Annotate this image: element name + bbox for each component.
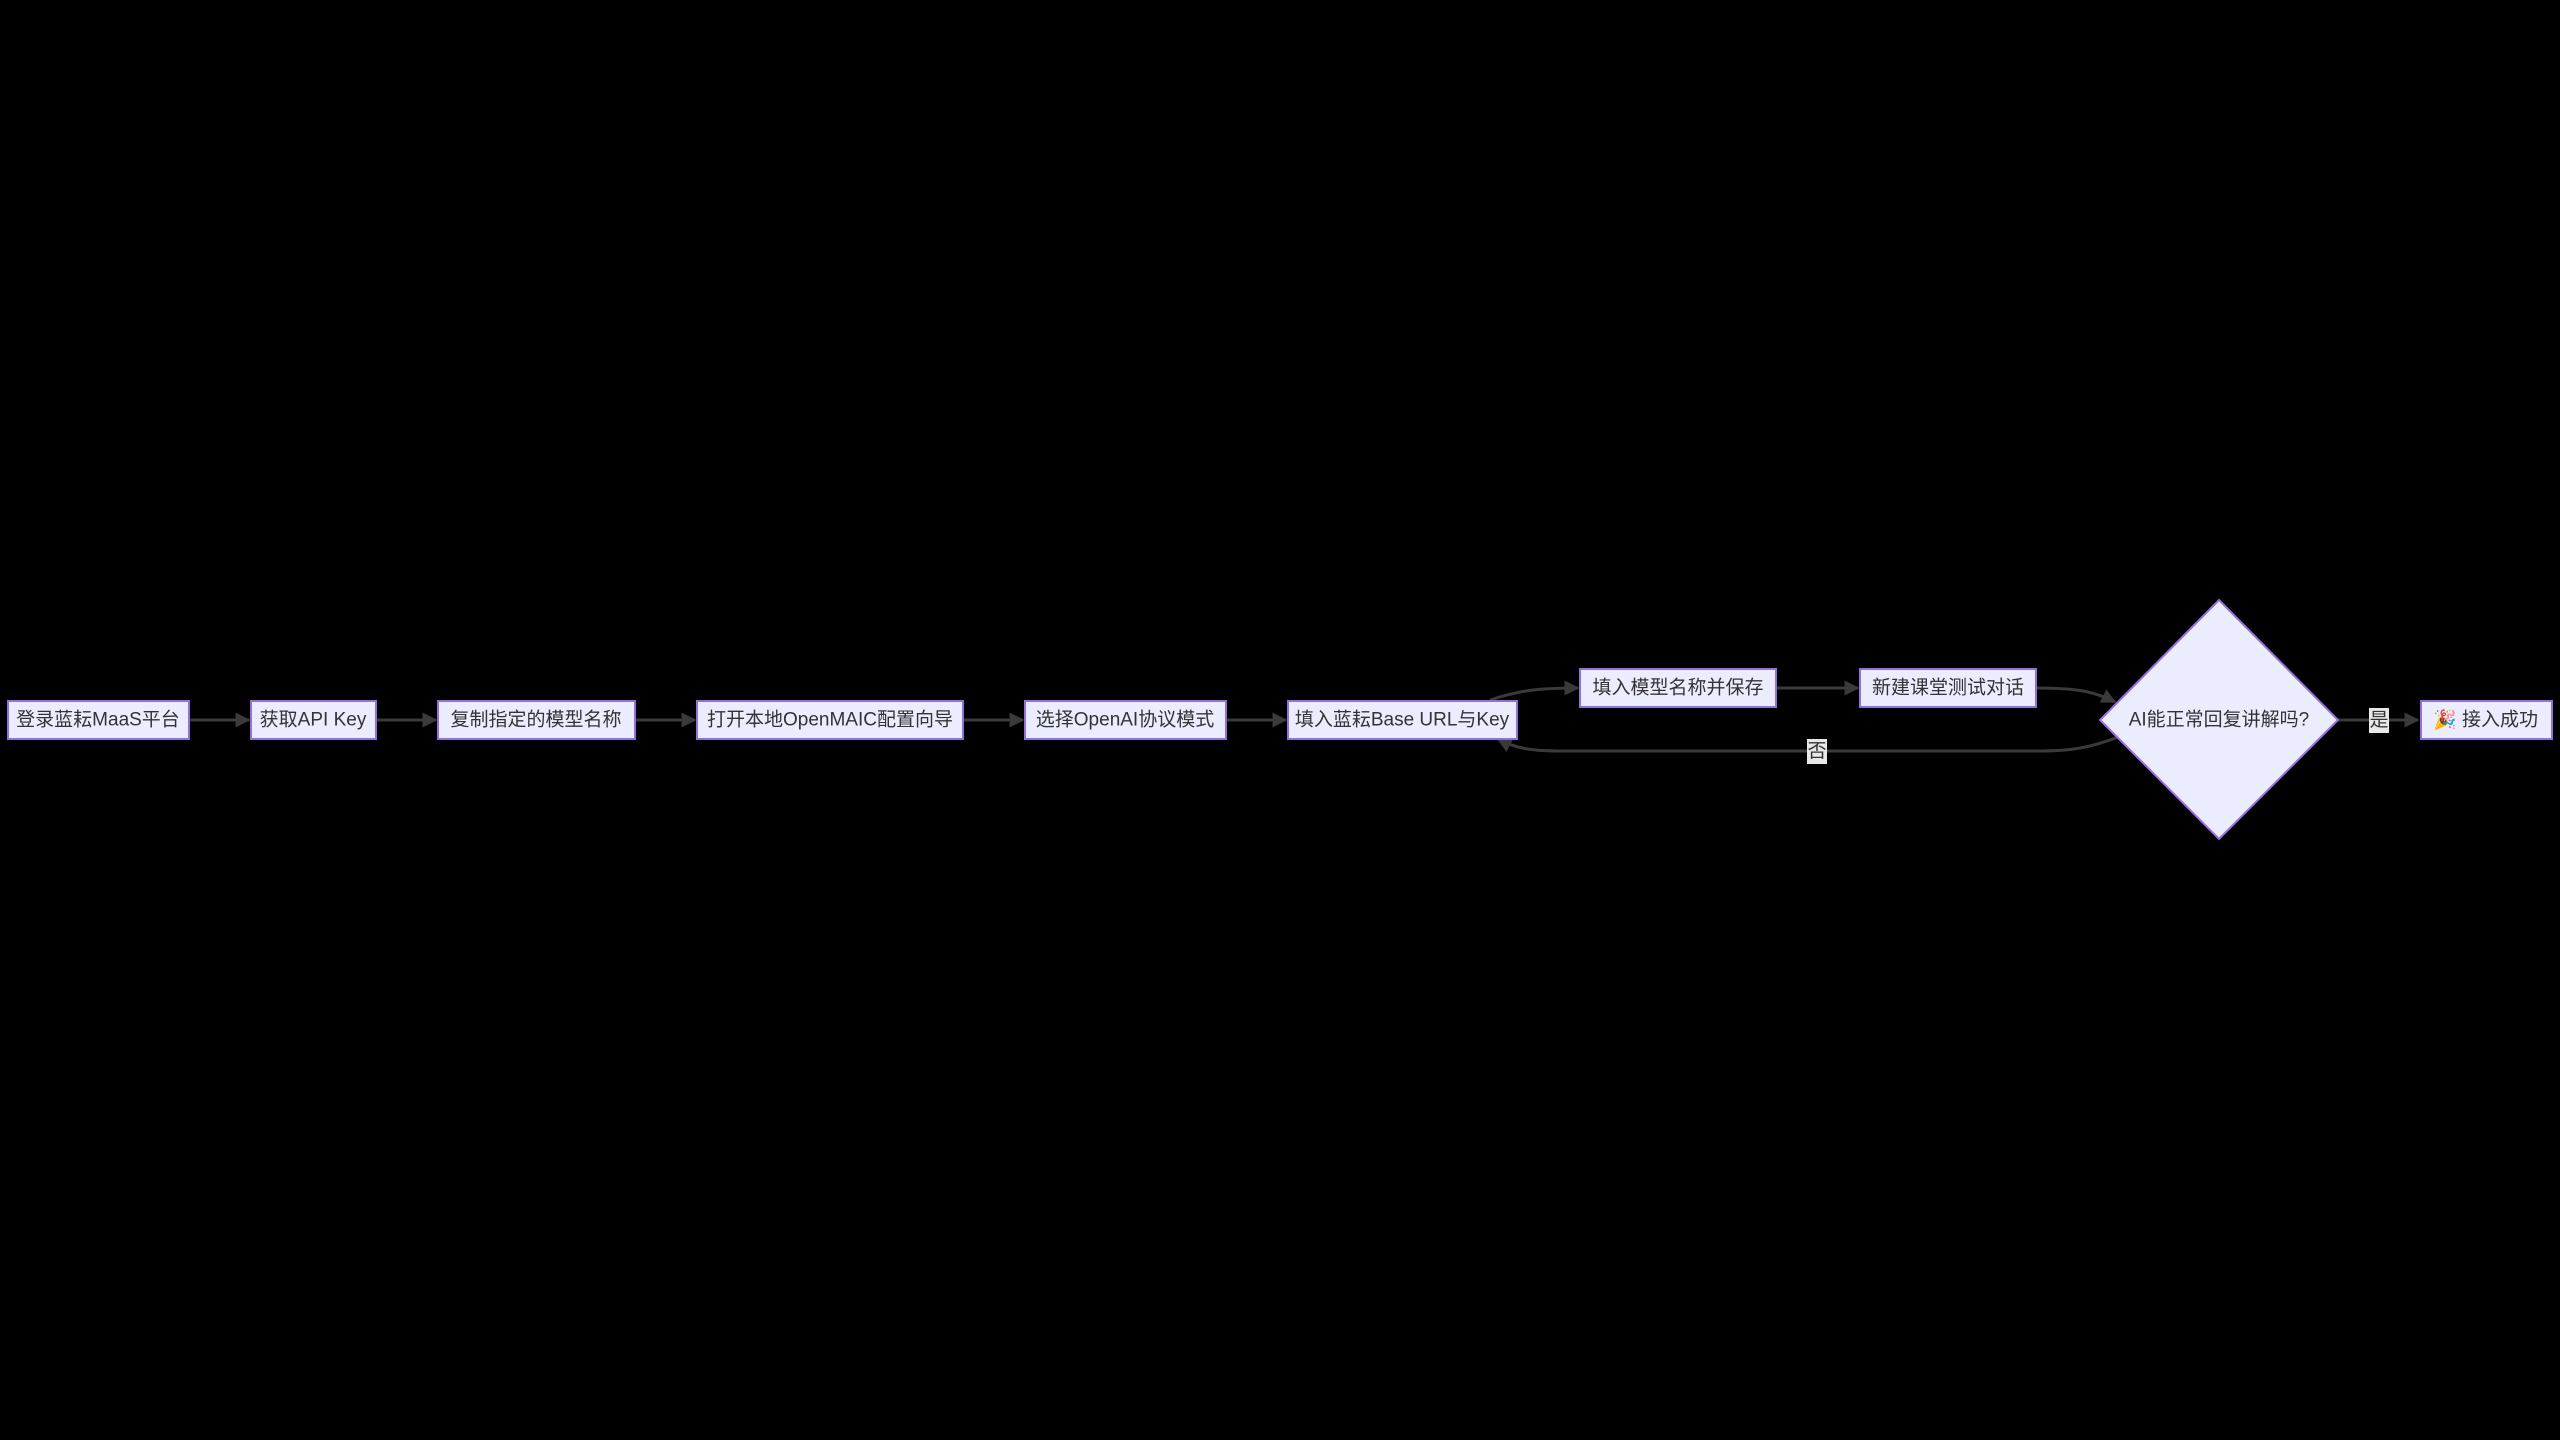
node-open-config-wizard[interactable]: 打开本地OpenMAIC配置向导 [696,700,964,740]
node-get-api-key[interactable]: 获取API Key [250,700,377,740]
svg-text:填入模型名称并保存: 填入模型名称并保存 [1592,677,1763,699]
svg-text:是: 是 [2369,709,2388,731]
svg-text:登录蓝耘MaaS平台: 登录蓝耘MaaS平台 [16,709,180,731]
node-copy-model-name[interactable]: 复制指定的模型名称 [437,700,636,740]
node-select-openai-mode[interactable]: 选择OpenAI协议模式 [1024,700,1227,740]
svg-text:复制指定的模型名称: 复制指定的模型名称 [450,709,621,731]
node-new-class-test[interactable]: 新建课堂测试对话 [1859,668,2037,708]
svg-text:填入蓝耘Base URL与Key: 填入蓝耘Base URL与Key [1295,709,1510,731]
edge-f-g [1489,680,1580,702]
party-popper-icon: 🎉 [2433,708,2457,731]
node-decision-ai-reply[interactable]: AI能正常回复讲解吗? [2098,598,2340,841]
svg-text:打开本地OpenMAIC配置向导: 打开本地OpenMAIC配置向导 [707,709,953,731]
node-fill-model-save[interactable]: 填入模型名称并保存 [1579,668,1777,708]
svg-text:新建课堂测试对话: 新建课堂测试对话 [1872,677,2024,699]
edge-label-no: 否 [1807,739,1827,764]
edge-h-i [2035,686,2117,704]
edge-i-f [1496,735,2119,753]
svg-text:否: 否 [1807,740,1826,762]
node-login[interactable]: 登录蓝耘MaaS平台 [7,700,190,740]
node-success[interactable]: 🎉 接入成功 [2420,700,2553,740]
svg-text:AI能正常回复讲解吗?: AI能正常回复讲解吗? [2129,709,2310,731]
svg-text:选择OpenAI协议模式: 选择OpenAI协议模式 [1036,709,1214,731]
node-fill-base-url-key[interactable]: 填入蓝耘Base URL与Key [1287,700,1518,740]
edge-label-yes: 是 [2369,708,2389,733]
svg-text:获取API Key: 获取API Key [260,709,367,731]
svg-text:接入成功: 接入成功 [2462,709,2538,731]
